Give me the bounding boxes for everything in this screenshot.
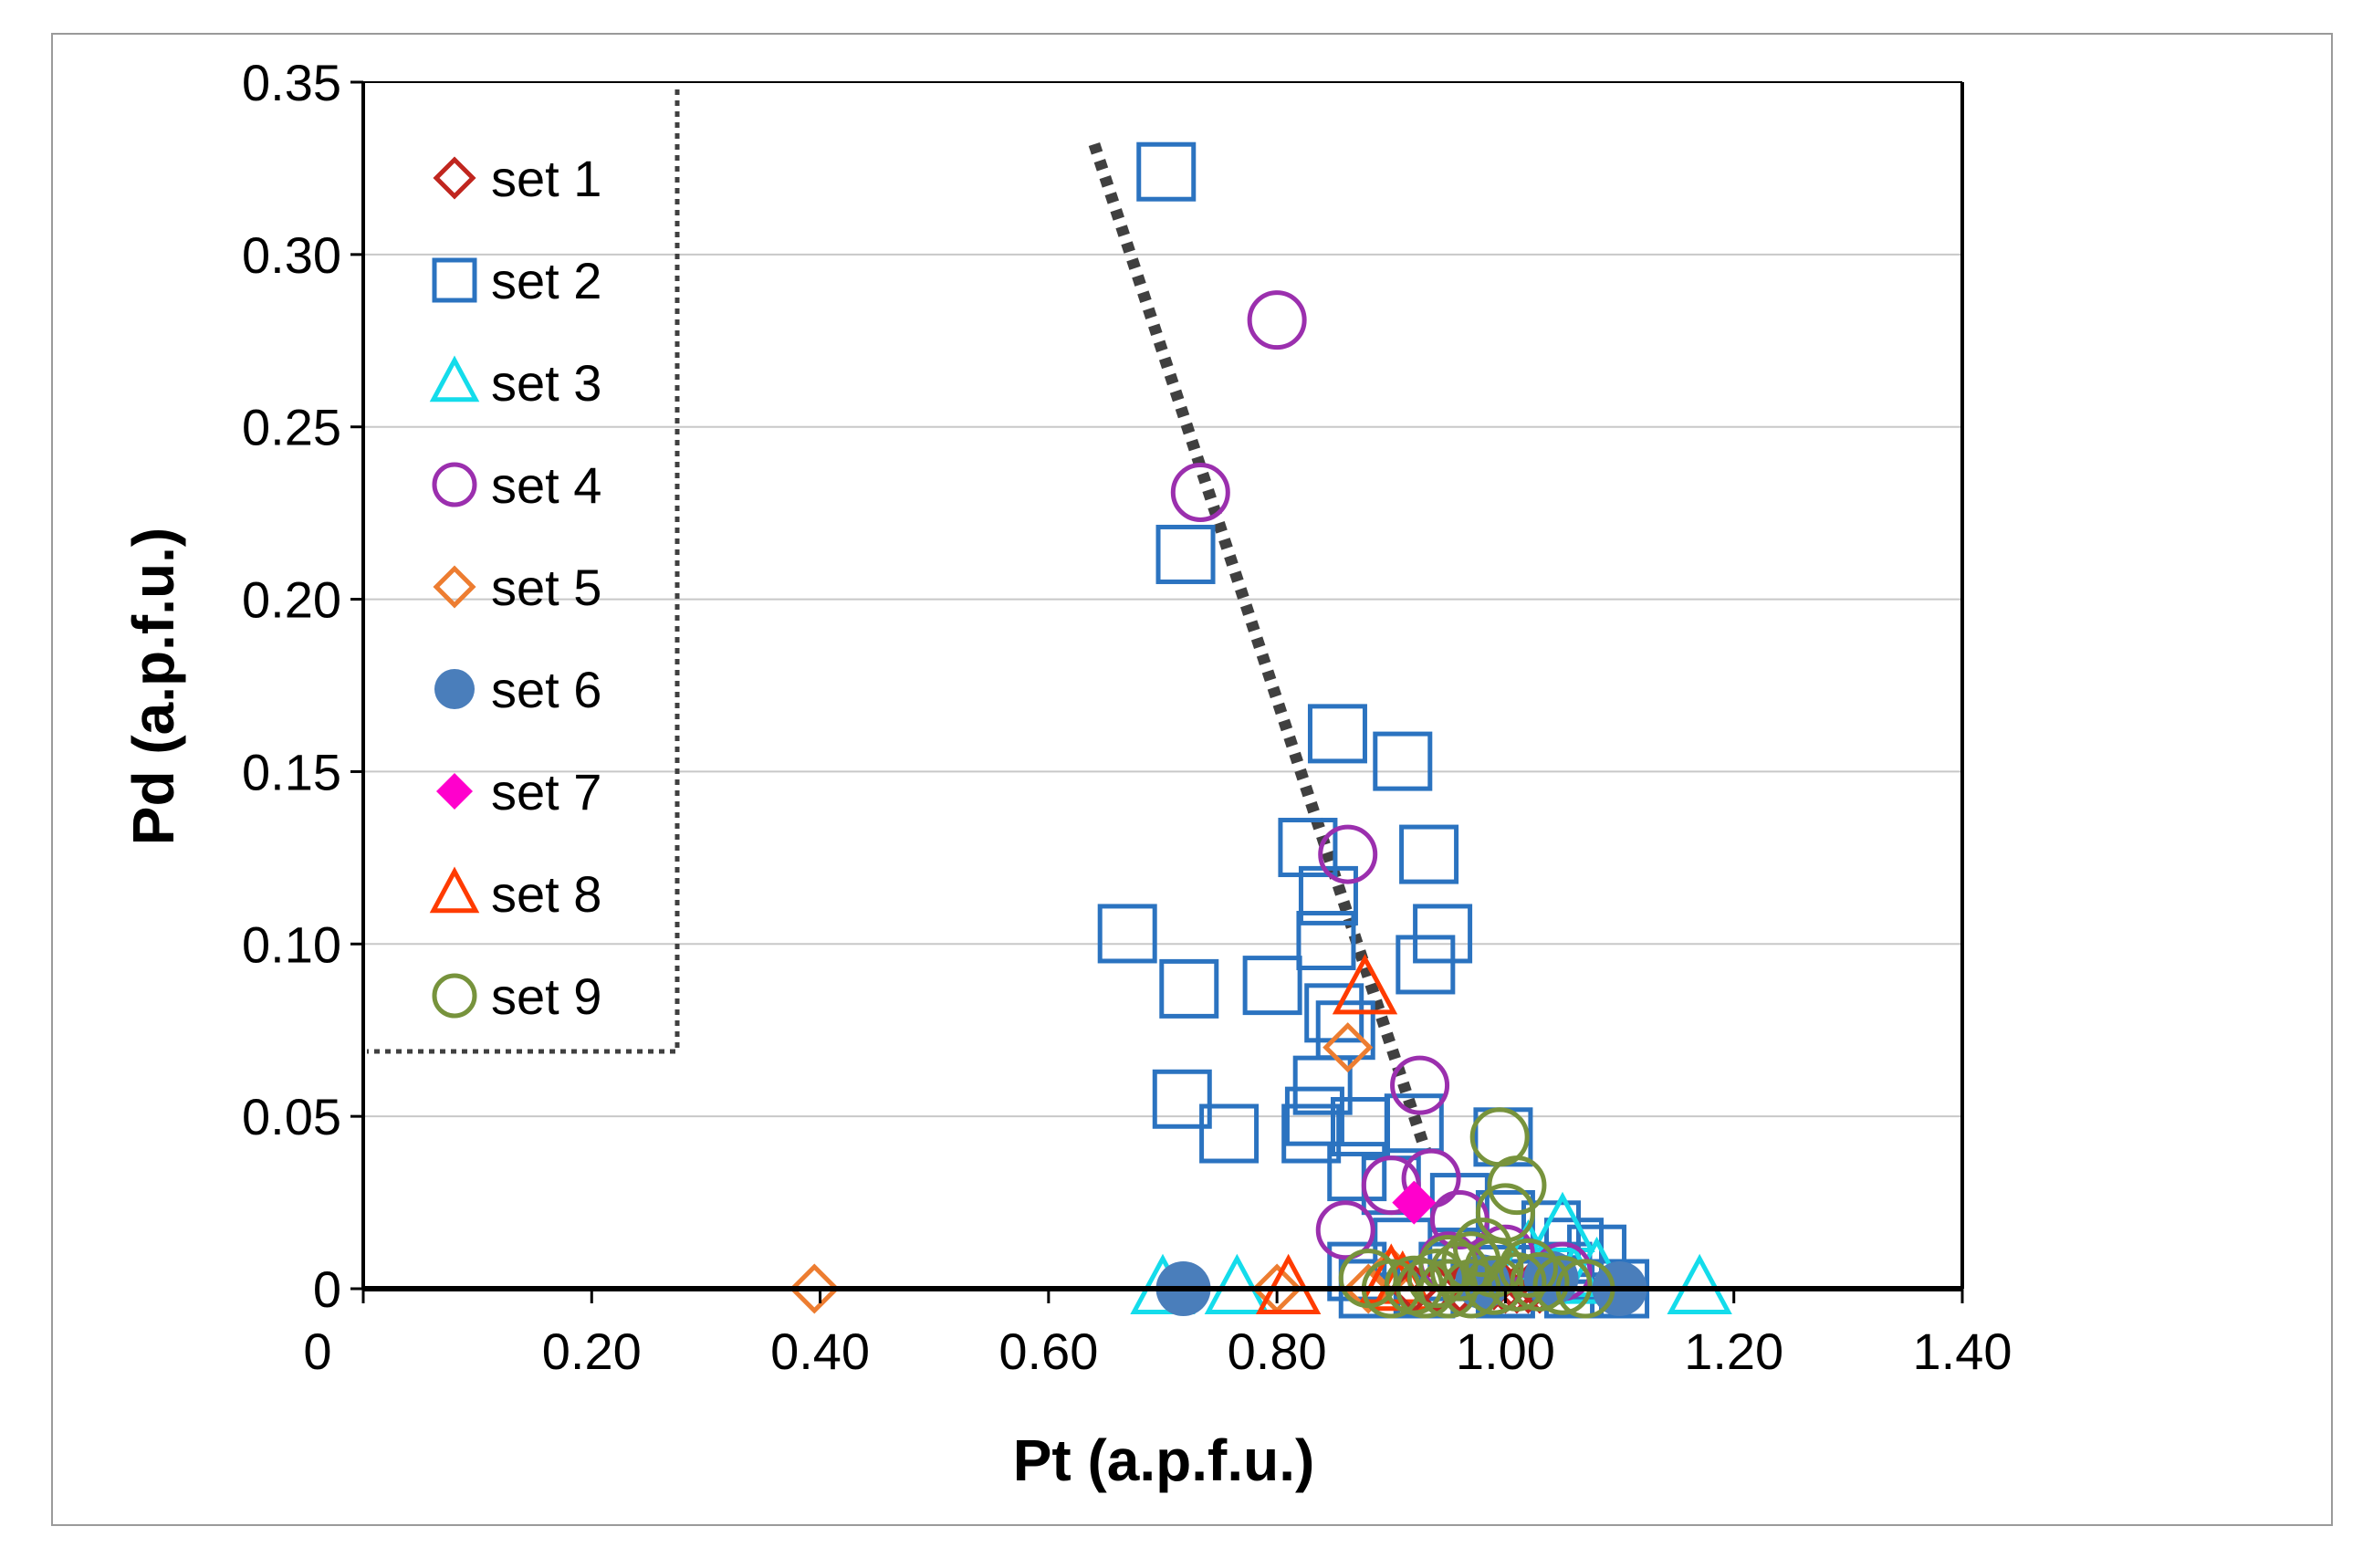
- point-set-8: [1332, 954, 1398, 1015]
- point-set-2: [1413, 904, 1473, 964]
- legend-marker-set-4: [432, 462, 477, 507]
- point-set-9: [1338, 1249, 1398, 1309]
- point-set-5: [789, 1263, 840, 1314]
- legend-marker-set-5: [433, 565, 476, 609]
- point-set-7: [1392, 1180, 1437, 1225]
- legend-marker-set-3: [429, 355, 480, 402]
- point-set-2: [1292, 1055, 1353, 1115]
- point-set-9: [1498, 1238, 1558, 1298]
- legend-marker-set-9: [432, 973, 477, 1019]
- point-set-5: [1322, 1022, 1374, 1073]
- point-set-2: [1284, 1086, 1344, 1146]
- point-set-2: [1242, 956, 1302, 1016]
- trendline-layer: [1088, 141, 1432, 1153]
- point-set-9: [1418, 1235, 1479, 1295]
- legend-label: set 7: [491, 763, 601, 821]
- legend-marker-set-2: [432, 257, 477, 303]
- legend-marker-set-1: [433, 156, 476, 200]
- point-set-2: [1152, 1069, 1212, 1129]
- legend-label: set 9: [491, 967, 601, 1025]
- point-set-4: [1318, 824, 1378, 884]
- point-set-2: [1399, 824, 1459, 884]
- y-tick-label: 0: [313, 1260, 341, 1318]
- data-points: [789, 141, 1732, 1319]
- y-tick-label: 0.20: [242, 571, 341, 629]
- x-tick-label: 1.20: [1684, 1322, 1783, 1380]
- x-axis-title: Pt (a.p.f.u.): [1013, 1427, 1315, 1493]
- y-axis-title: Pd (a.p.f.u.): [120, 528, 186, 845]
- y-tick-label: 0.10: [242, 915, 341, 973]
- point-set-4: [1170, 462, 1230, 522]
- point-set-2: [1327, 1142, 1387, 1202]
- x-tick-label: 0.20: [542, 1322, 642, 1380]
- legend-marker-set-6: [434, 669, 475, 709]
- legend-label: set 8: [491, 865, 601, 923]
- y-tick-label: 0.25: [242, 399, 341, 456]
- point-set-2: [1373, 731, 1433, 791]
- legend-label: set 1: [491, 150, 601, 207]
- point-set-4: [1247, 290, 1307, 350]
- legend-label: set 3: [491, 354, 601, 412]
- tick-labels: 0 0.05 0.10 0.15 0.20 0.25 0.30 0.35 0 0.20 0.40 0.…: [242, 54, 2012, 1380]
- legend: set 1 set 2 set 3 set 4 set 5 set 6 set 7 set 8…: [367, 89, 680, 1054]
- point-set-9: [1487, 1155, 1547, 1216]
- y-tick-label: 0.15: [242, 743, 341, 800]
- point-set-4: [1315, 1200, 1375, 1260]
- point-set-2: [1384, 1093, 1444, 1154]
- point-set-2: [1307, 704, 1367, 764]
- x-tick-label: 0: [303, 1322, 331, 1380]
- point-set-3: [1530, 1191, 1595, 1253]
- point-set-2: [1136, 141, 1197, 202]
- x-tick-label: 1.40: [1913, 1322, 2012, 1380]
- point-set-2: [1396, 935, 1456, 995]
- legend-label: set 6: [491, 661, 601, 718]
- point-set-5: [1343, 1263, 1394, 1314]
- point-set-2: [1278, 818, 1338, 878]
- y-tick-label: 0.35: [242, 54, 341, 111]
- y-tick-label: 0.30: [242, 226, 341, 284]
- point-set-2: [1296, 911, 1356, 971]
- x-tick-label: 0.80: [1228, 1322, 1327, 1380]
- x-tick-label: 0.40: [770, 1322, 870, 1380]
- point-set-2: [1155, 524, 1216, 584]
- point-set-2: [1199, 1103, 1260, 1164]
- point-set-4: [1390, 1055, 1450, 1115]
- point-set-9: [1475, 1183, 1535, 1243]
- legend-label: set 4: [491, 456, 601, 514]
- point-set-2: [1097, 904, 1157, 964]
- point-set-2: [1159, 958, 1219, 1019]
- legend-label: set 5: [491, 559, 601, 616]
- x-tick-label: 0.60: [998, 1322, 1098, 1380]
- point-set-3: [1204, 1253, 1270, 1314]
- point-set-9: [1532, 1255, 1593, 1315]
- y-tick-label: 0.05: [242, 1088, 341, 1145]
- legend-marker-set-7: [436, 773, 473, 810]
- legend-marker-set-8: [429, 866, 480, 914]
- legend-box-border: [367, 89, 680, 1054]
- point-set-3: [1667, 1253, 1732, 1314]
- legend-label: set 2: [491, 252, 601, 309]
- x-tick-label: 1.00: [1456, 1322, 1555, 1380]
- axes: [350, 80, 1964, 1303]
- point-set-2: [1281, 1103, 1342, 1164]
- point-set-2: [1298, 865, 1358, 925]
- point-set-9: [1406, 1249, 1467, 1309]
- point-set-8: [1255, 1253, 1322, 1314]
- point-set-9: [1429, 1241, 1490, 1301]
- point-set-9: [1464, 1238, 1524, 1298]
- point-set-9: [1510, 1251, 1570, 1312]
- trendline: [1088, 141, 1432, 1153]
